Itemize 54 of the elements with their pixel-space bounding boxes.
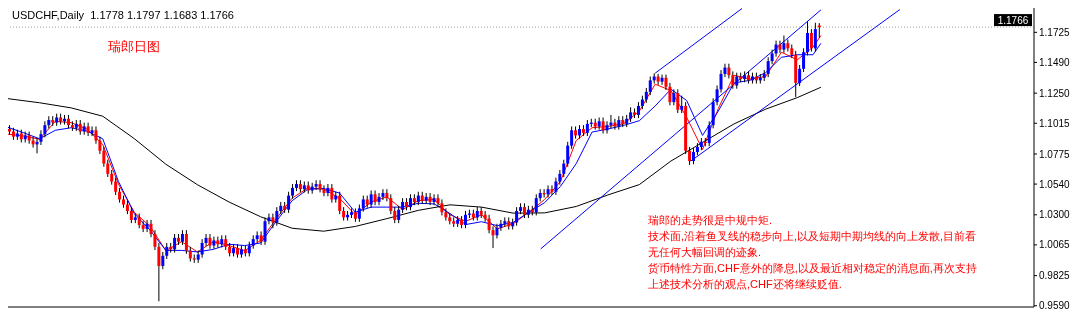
annotation: 无任何大幅回调的迹象. — [648, 245, 763, 260]
candlestick — [656, 73, 660, 86]
y-tick-label: 1.1250 — [1039, 87, 1071, 99]
y-tick-label: 1.0065 — [1039, 239, 1071, 251]
candlestick — [515, 206, 519, 227]
candlestick — [381, 188, 385, 201]
candlestick — [428, 192, 432, 206]
candlestick — [377, 192, 381, 206]
candlestick — [314, 179, 318, 191]
candlestick — [145, 219, 149, 233]
annotation: 上述技术分析的观点,CHF还将继续贬值. — [648, 277, 843, 292]
candlestick — [271, 213, 275, 229]
candlestick — [660, 74, 664, 86]
candlestick — [802, 47, 806, 73]
candlestick — [318, 179, 322, 193]
candlestick — [389, 193, 393, 215]
candlestick — [778, 40, 782, 54]
candlestick — [212, 236, 216, 250]
candlestick — [322, 184, 326, 197]
y-tick-label: 1.0775 — [1039, 148, 1071, 160]
candlestick — [707, 120, 711, 147]
candlestick — [432, 193, 436, 206]
candlestick — [275, 206, 279, 227]
y-tick-label: 0.9825 — [1039, 270, 1071, 282]
candlestick — [782, 35, 786, 54]
candlestick — [566, 141, 570, 168]
candlestick — [90, 125, 94, 137]
y-tick-label: 1.0540 — [1039, 178, 1071, 190]
candlestick — [208, 233, 212, 250]
candlestick — [534, 193, 538, 216]
y-tick-label: 1.0300 — [1039, 209, 1071, 221]
candlestick — [546, 184, 550, 199]
ref-line-label: 1.1766 — [997, 15, 1029, 27]
chart-title: USDCHF,Daily 1.1778 1.1797 1.1683 1.1766 — [12, 9, 234, 21]
candlestick — [550, 184, 554, 196]
y-tick-label: 1.1015 — [1039, 117, 1071, 129]
annotation: 瑞郎的走势很是中规中矩. — [648, 213, 774, 228]
y-tick-label: 1.1725 — [1039, 26, 1071, 38]
candlestick — [259, 230, 263, 246]
candlestick — [330, 183, 334, 204]
candlestick — [338, 191, 342, 215]
candlestick — [326, 183, 330, 197]
y-tick-label: 1.1490 — [1039, 56, 1071, 68]
annotation: 货币特性方面,CHF意外的降息,以及最近相对稳定的消息面,再次支持 — [648, 261, 977, 276]
candlestick — [648, 76, 652, 96]
candlestick — [373, 189, 377, 206]
text: 瑞郎日图 — [108, 38, 160, 56]
y-tick-label: 0.9590 — [1039, 300, 1071, 312]
annotation: 技术面,沿着鱼叉线的稳步向上,以及短期中期均线的向上发散,目前看 — [648, 229, 977, 244]
candlestick — [798, 64, 802, 87]
candlestick — [287, 191, 291, 214]
candlestick — [676, 88, 680, 114]
candlestick — [86, 122, 90, 137]
candlestick — [570, 125, 574, 150]
